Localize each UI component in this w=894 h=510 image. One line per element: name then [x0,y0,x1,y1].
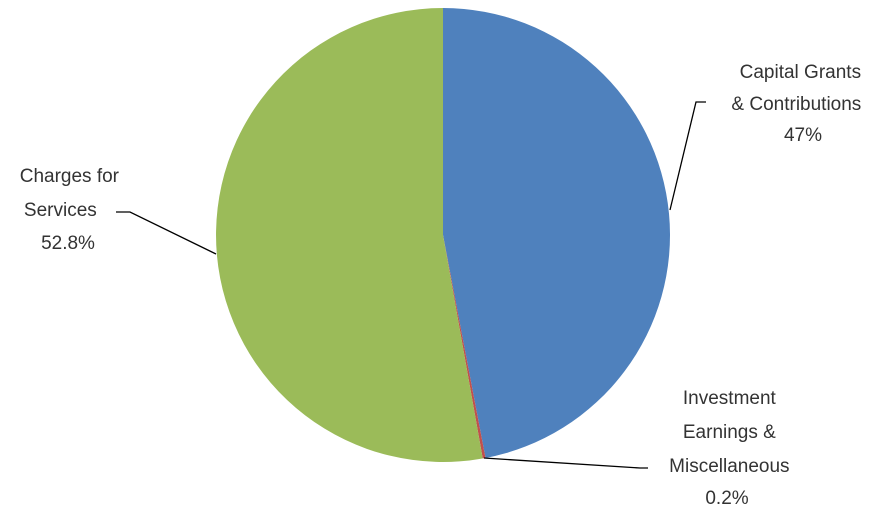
leader-line-charges-for-services [116,211,217,255]
slice-label-charges-for-services-pct: 52.8% [41,233,95,254]
slice-label-investment-earnings-line1: Investment [683,388,777,409]
slice-label-charges-for-services-line1: Charges for [20,166,120,187]
slice-label-investment-earnings-pct: 0.2% [705,488,748,509]
pie-slice-investment-earnings [443,235,486,459]
slice-label-capital-grants-line2: & Contributions [731,94,861,115]
slice-label-capital-grants-line1: Capital Grants [740,62,861,83]
slice-label-investment-earnings-line3: Miscellaneous [669,456,789,477]
slice-label-capital-grants: Capital Grants & Contributions 47% [731,62,866,146]
pie-slices [216,8,671,462]
pie-slice-capital-grants [443,8,671,458]
slice-label-investment-earnings: Investment Earnings & Miscellaneous 0.2% [669,388,795,509]
slice-label-charges-for-services-line2: Services [24,200,97,221]
leader-line-investment-earnings [483,457,648,469]
slice-label-charges-for-services: Charges for Services 52.8% [20,166,125,254]
leader-line-capital-grants [669,101,706,211]
slice-label-capital-grants-pct: 47% [784,125,822,146]
slice-label-investment-earnings-line2: Earnings & [683,422,776,443]
pie-slice-charges-for-services [216,8,483,462]
